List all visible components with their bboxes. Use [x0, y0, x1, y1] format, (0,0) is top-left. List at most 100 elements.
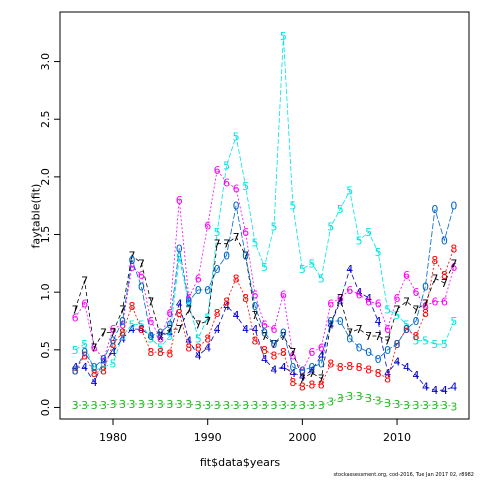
x-tick-label: 2010 [383, 431, 411, 444]
point-marker-4: 4 [450, 381, 457, 394]
point-marker-4: 4 [100, 355, 107, 368]
point-marker-6: 6 [375, 298, 382, 311]
point-marker-5: 5 [100, 361, 107, 374]
point-marker-7: 7 [72, 303, 79, 316]
point-marker-0: 0 [242, 249, 249, 262]
point-marker-8: 8 [327, 358, 334, 371]
point-marker-6: 6 [147, 315, 154, 328]
point-marker-0: 0 [166, 318, 173, 331]
point-marker-8: 8 [384, 373, 391, 386]
point-marker-5: 5 [81, 338, 88, 351]
point-marker-4: 4 [337, 295, 344, 308]
y-tick-label: 3.0 [39, 53, 52, 71]
point-marker-6: 6 [318, 342, 325, 355]
point-marker-4: 4 [138, 323, 145, 336]
point-marker-3: 3 [166, 398, 173, 411]
point-marker-7: 7 [337, 292, 344, 305]
x-tick-label: 1980 [99, 431, 127, 444]
point-marker-6: 6 [403, 269, 410, 282]
point-marker-0: 0 [394, 338, 401, 351]
point-marker-0: 0 [337, 315, 344, 328]
point-marker-4: 4 [431, 384, 438, 397]
point-marker-7: 7 [157, 330, 164, 343]
point-marker-5: 5 [119, 330, 126, 343]
point-marker-4: 4 [318, 350, 325, 363]
point-marker-7: 7 [223, 238, 230, 251]
point-marker-7: 7 [318, 373, 325, 386]
point-marker-7: 7 [147, 295, 154, 308]
point-marker-4: 4 [72, 361, 79, 374]
point-marker-6: 6 [176, 194, 183, 207]
point-marker-3: 3 [337, 392, 344, 405]
point-marker-7: 7 [270, 338, 277, 351]
point-marker-8: 8 [261, 344, 268, 357]
point-marker-0: 0 [412, 315, 419, 328]
point-marker-7: 7 [214, 238, 221, 251]
point-marker-3: 3 [441, 399, 448, 412]
point-marker-0: 0 [384, 344, 391, 357]
point-marker-3: 3 [289, 399, 296, 412]
point-marker-8: 8 [72, 365, 79, 378]
point-marker-5: 5 [327, 220, 334, 233]
point-marker-3: 3 [365, 392, 372, 405]
point-marker-4: 4 [394, 355, 401, 368]
point-marker-5: 5 [403, 318, 410, 331]
point-marker-8: 8 [157, 346, 164, 359]
point-marker-7: 7 [100, 327, 107, 340]
point-marker-8: 8 [185, 342, 192, 355]
point-marker-5: 5 [138, 318, 145, 331]
point-marker-7: 7 [422, 298, 429, 311]
point-marker-4: 4 [280, 361, 287, 374]
point-marker-6: 6 [119, 318, 126, 331]
point-marker-5: 5 [72, 344, 79, 357]
point-marker-6: 6 [233, 182, 240, 195]
point-marker-3: 3 [214, 399, 221, 412]
point-marker-8: 8 [252, 335, 259, 348]
point-marker-3: 3 [299, 399, 306, 412]
point-marker-0: 0 [441, 234, 448, 247]
point-marker-0: 0 [261, 327, 268, 340]
point-marker-4: 4 [185, 335, 192, 348]
point-marker-6: 6 [185, 292, 192, 305]
point-marker-5: 5 [280, 30, 287, 43]
point-marker-4: 4 [270, 363, 277, 376]
point-marker-3: 3 [261, 399, 268, 412]
point-marker-7: 7 [289, 346, 296, 359]
point-marker-6: 6 [394, 292, 401, 305]
point-marker-7: 7 [384, 335, 391, 348]
point-marker-4: 4 [91, 376, 98, 389]
point-marker-5: 5 [252, 237, 259, 250]
point-marker-3: 3 [147, 398, 154, 411]
point-marker-4: 4 [204, 342, 211, 355]
point-marker-6: 6 [308, 346, 315, 359]
point-marker-4: 4 [384, 367, 391, 380]
point-marker-0: 0 [119, 315, 126, 328]
point-marker-5: 5 [233, 131, 240, 144]
point-marker-3: 3 [138, 398, 145, 411]
point-marker-8: 8 [431, 254, 438, 267]
point-marker-6: 6 [110, 323, 117, 336]
point-marker-6: 6 [441, 295, 448, 308]
point-marker-6: 6 [223, 177, 230, 190]
point-marker-3: 3 [403, 399, 410, 412]
point-marker-6: 6 [422, 300, 429, 313]
point-marker-4: 4 [81, 361, 88, 374]
point-marker-5: 5 [110, 358, 117, 371]
point-marker-0: 0 [81, 346, 88, 359]
point-marker-6: 6 [299, 365, 306, 378]
point-marker-6: 6 [157, 332, 164, 345]
point-marker-6: 6 [214, 164, 221, 177]
point-marker-6: 6 [261, 318, 268, 331]
point-marker-7: 7 [327, 318, 334, 331]
point-marker-5: 5 [346, 185, 353, 198]
point-marker-7: 7 [375, 330, 382, 343]
point-marker-0: 0 [91, 361, 98, 374]
x-axis-label: fit$data$years [199, 456, 281, 469]
series-line-3 [75, 395, 454, 407]
point-marker-4: 4 [365, 292, 372, 305]
point-marker-7: 7 [308, 367, 315, 380]
point-marker-5: 5 [270, 220, 277, 233]
